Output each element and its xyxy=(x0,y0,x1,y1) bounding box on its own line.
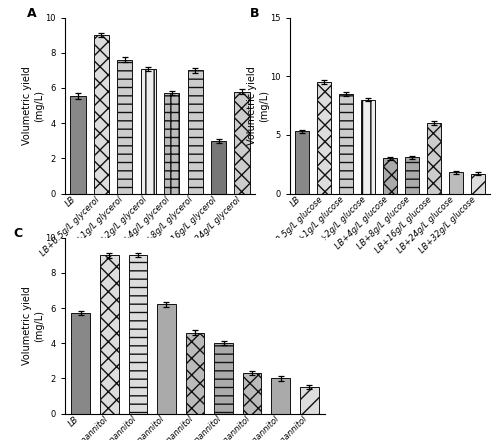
Bar xyxy=(186,333,204,414)
Bar xyxy=(188,70,203,194)
Y-axis label: Volumetric yield
(mg/L): Volumetric yield (mg/L) xyxy=(248,66,269,145)
Bar xyxy=(300,387,318,414)
Bar xyxy=(140,69,156,194)
Bar xyxy=(94,35,109,194)
Bar xyxy=(405,157,419,194)
Bar xyxy=(100,255,118,414)
Bar xyxy=(339,94,353,194)
Text: B: B xyxy=(250,7,260,20)
Bar xyxy=(117,60,132,194)
Bar xyxy=(427,123,441,194)
Bar xyxy=(157,304,176,414)
Bar xyxy=(70,96,86,194)
Bar xyxy=(449,172,463,194)
Bar xyxy=(234,92,250,194)
Text: C: C xyxy=(13,227,22,240)
Bar xyxy=(361,100,375,194)
Bar xyxy=(295,132,309,194)
Bar xyxy=(317,82,331,194)
Bar xyxy=(471,174,485,194)
Bar xyxy=(243,373,262,414)
Bar xyxy=(214,343,233,414)
Y-axis label: Volumetric yield
(mg/L): Volumetric yield (mg/L) xyxy=(22,286,44,365)
Bar xyxy=(383,158,397,194)
Bar xyxy=(211,141,226,194)
Bar xyxy=(164,93,180,194)
Text: A: A xyxy=(27,7,36,20)
Y-axis label: Volumetric yield
(mg/L): Volumetric yield (mg/L) xyxy=(22,66,44,145)
Bar xyxy=(128,255,147,414)
Bar xyxy=(272,378,290,414)
Bar xyxy=(72,313,90,414)
